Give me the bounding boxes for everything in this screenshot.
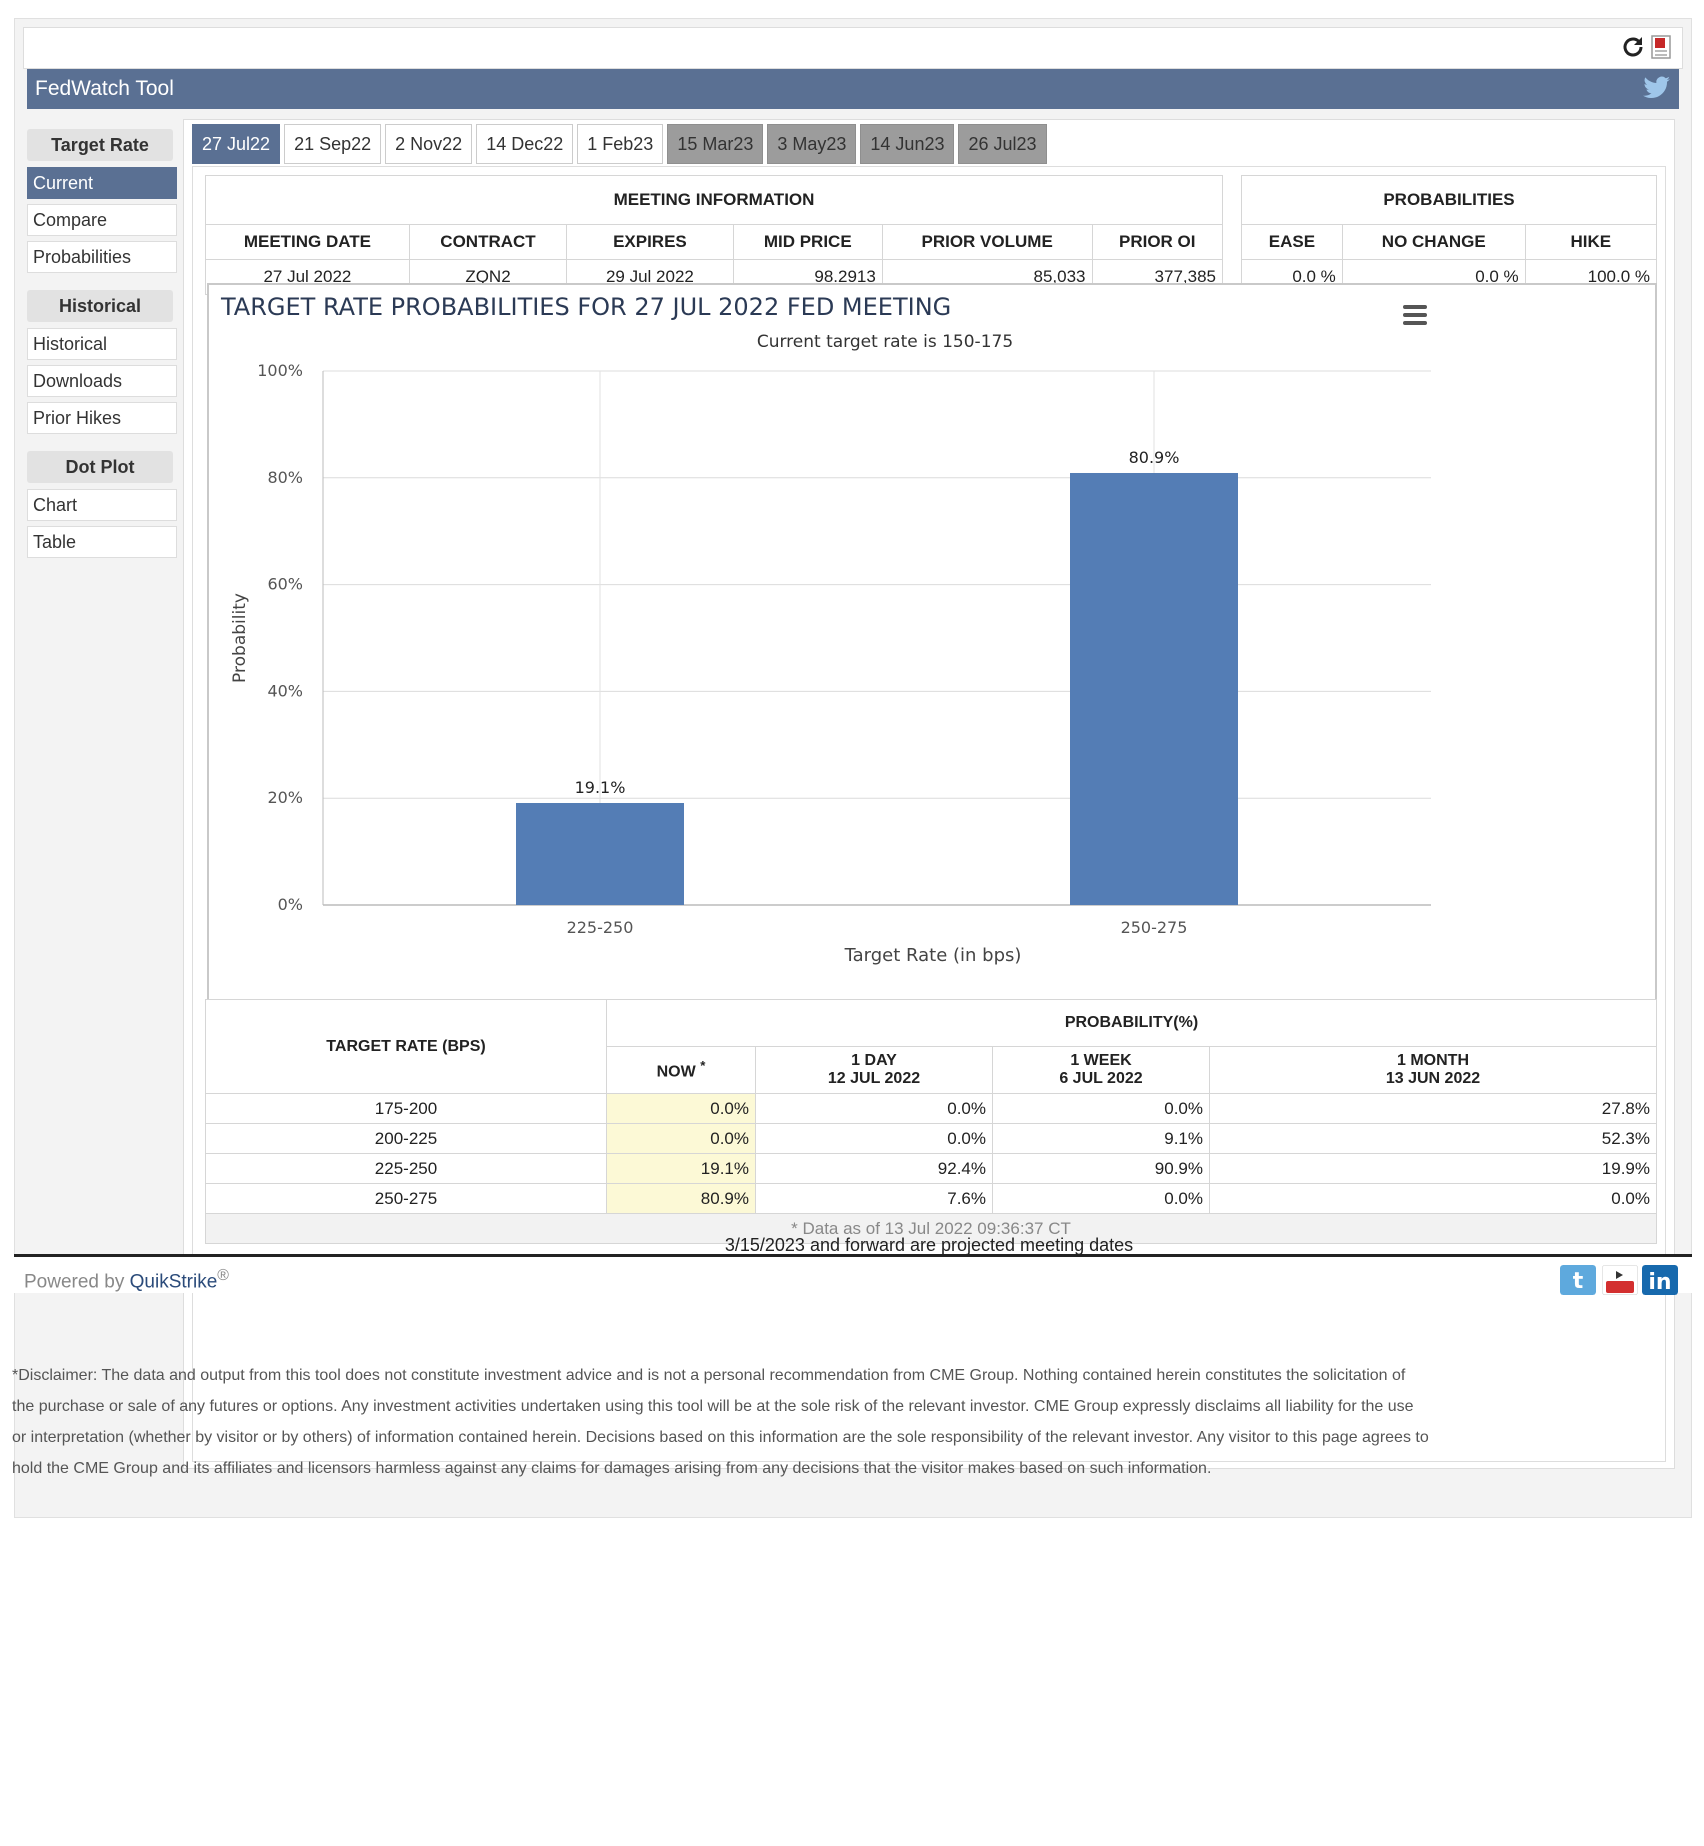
powered-by-label: Powered by QuikStrike®	[24, 1267, 229, 1293]
x-axis-title: Target Rate (in bps)	[844, 945, 1022, 966]
main-content: 27 Jul22 21 Sep22 2 Nov22 14 Dec22 1 Feb23 15…	[183, 119, 1675, 1469]
twitter-icon[interactable]	[1643, 75, 1671, 101]
tab-meeting-5[interactable]: 15 Mar23	[667, 124, 764, 164]
quikstrike-link[interactable]: QuikStrike	[129, 1271, 218, 1293]
tab-meeting-7[interactable]: 14 Jun23	[860, 124, 955, 164]
tab-meeting-6[interactable]: 3 May23	[767, 124, 857, 164]
no-change-header: NO CHANGE	[1341, 224, 1526, 260]
pdf-icon[interactable]	[1648, 34, 1674, 60]
table-row: 250-275 80.9% 7.6% 0.0% 0.0%	[205, 1183, 1657, 1214]
sidebar-heading-target-rate: Target Rate	[27, 129, 173, 161]
now-header: NOW *	[606, 1046, 756, 1094]
y-tick-label: 80%	[267, 468, 303, 487]
probability-chart: TARGET RATE PROBABILITIES FOR 27 JUL 202…	[207, 283, 1657, 1109]
ease-header: EASE	[1241, 224, 1343, 260]
one-week-header: 1 WEEK 6 JUL 2022	[992, 1046, 1210, 1094]
meeting-header: PRIOR VOLUME	[881, 224, 1093, 260]
tab-meeting-1[interactable]: 21 Sep22	[284, 124, 382, 164]
disclaimer-text: *Disclaimer: The data and output from th…	[12, 1367, 1429, 1477]
one-month-header: 1 MONTH 13 JUN 2022	[1209, 1046, 1657, 1094]
meeting-header: MID PRICE	[732, 224, 883, 260]
sidebar-item-probabilities[interactable]: Probabilities	[27, 241, 177, 273]
meeting-info-caption: MEETING INFORMATION	[205, 175, 1223, 225]
data-timestamp-note: * Data as of 13 Jul 2022 09:36:37 CT	[205, 1213, 1657, 1244]
data-label: 80.9%	[1129, 448, 1180, 467]
sidebar-item-chart[interactable]: Chart	[27, 489, 177, 521]
table-row: 225-250 19.1% 92.4% 90.9% 19.9%	[205, 1153, 1657, 1184]
tab-meeting-4[interactable]: 1 Feb23	[577, 124, 664, 164]
projected-dates-note: 3/15/2023 and forward are projected meet…	[724, 1235, 1134, 1255]
youtube-social-icon[interactable]	[1602, 1265, 1638, 1295]
refresh-icon[interactable]	[1620, 34, 1646, 60]
svg-text:in: in	[1648, 1270, 1671, 1295]
sidebar-item-downloads[interactable]: Downloads	[27, 365, 177, 397]
svg-text:t: t	[1573, 1269, 1584, 1294]
hike-header: HIKE	[1524, 224, 1658, 260]
sidebar-item-prior-hikes[interactable]: Prior Hikes	[27, 402, 177, 434]
meeting-header: CONTRACT	[408, 224, 568, 260]
meeting-tabs: 27 Jul22 21 Sep22 2 Nov22 14 Dec22 1 Feb23 15…	[192, 124, 1047, 164]
table-row: 175-200 0.0% 0.0% 0.0% 27.8%	[205, 1093, 1657, 1124]
top-toolbar	[23, 27, 1683, 69]
sidebar-item-current[interactable]: Current	[27, 167, 177, 199]
fedwatch-app: FedWatch Tool Target Rate Current Compar…	[14, 18, 1692, 1518]
y-tick-label: 100%	[257, 361, 303, 380]
powered-footer: Powered by QuikStrike® t in	[14, 1254, 1692, 1295]
bar-225-250	[516, 803, 684, 905]
meeting-header: MEETING DATE	[205, 224, 410, 260]
sidebar-item-historical[interactable]: Historical	[27, 328, 177, 360]
one-day-header: 1 DAY 12 JUL 2022	[755, 1046, 993, 1094]
y-tick-label: 60%	[267, 575, 303, 594]
meeting-header: EXPIRES	[566, 224, 734, 260]
sidebar-heading-dot-plot: Dot Plot	[27, 451, 173, 483]
chart-title: TARGET RATE PROBABILITIES FOR 27 JUL 202…	[220, 293, 951, 321]
bar-250-275	[1070, 472, 1238, 905]
tab-meeting-3[interactable]: 14 Dec22	[476, 124, 574, 164]
tab-meeting-0[interactable]: 27 Jul22	[192, 124, 281, 164]
tool-titlebar: FedWatch Tool	[27, 69, 1679, 109]
y-axis-title: Probability	[230, 593, 250, 683]
y-tick-label: 20%	[267, 788, 303, 807]
sidebar-item-table[interactable]: Table	[27, 526, 177, 558]
y-tick-label: 40%	[267, 681, 303, 700]
x-tick-label: 225-250	[567, 918, 634, 937]
meeting-header: PRIOR OI	[1091, 224, 1223, 260]
app-title: FedWatch Tool	[35, 77, 174, 100]
data-label: 19.1%	[575, 778, 626, 797]
meeting-info-table: MEETING INFORMATION MEETING DATE CONTRAC…	[205, 175, 1223, 295]
tab-meeting-2[interactable]: 2 Nov22	[385, 124, 473, 164]
chart-svg: TARGET RATE PROBABILITIES FOR 27 JUL 202…	[220, 293, 1431, 966]
x-tick-label: 250-275	[1121, 918, 1188, 937]
sidebar-item-compare[interactable]: Compare	[27, 204, 177, 236]
probability-group-header: PROBABILITY(%)	[606, 999, 1657, 1047]
table-row: 200-225 0.0% 0.0% 9.1% 52.3%	[205, 1123, 1657, 1154]
sidebar-heading-historical: Historical	[27, 290, 173, 322]
chart-menu-icon[interactable]	[1403, 305, 1427, 325]
twitter-social-icon[interactable]: t	[1560, 1265, 1596, 1295]
meeting-panel: MEETING INFORMATION MEETING DATE CONTRAC…	[192, 166, 1666, 1462]
linkedin-social-icon[interactable]: in	[1642, 1265, 1678, 1295]
tab-meeting-8[interactable]: 26 Jul23	[958, 124, 1047, 164]
probabilities-caption: PROBABILITIES	[1241, 175, 1657, 225]
target-rate-header: TARGET RATE (BPS)	[205, 999, 607, 1094]
sidebar: Target Rate Current Compare Probabilitie…	[27, 129, 177, 563]
chart-subtitle: Current target rate is 150-175	[757, 332, 1013, 352]
y-tick-label: 0%	[278, 895, 303, 914]
target-rate-table: TARGET RATE (BPS) PROBABILITY(%) NOW * 1…	[205, 999, 1657, 1244]
probabilities-table: PROBABILITIES EASE NO CHANGE HIKE 0.0 % …	[1241, 175, 1658, 295]
